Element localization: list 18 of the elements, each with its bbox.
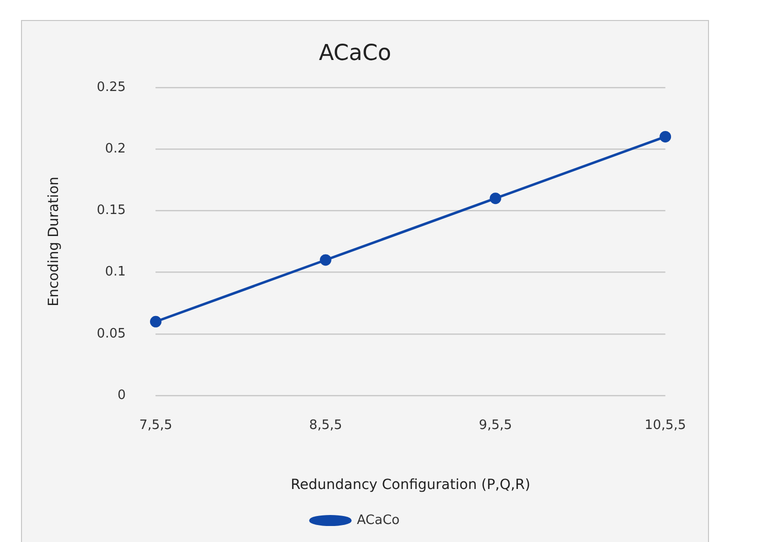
point — [320, 254, 332, 266]
x-tick-label: 7,5,5 — [139, 418, 172, 433]
y-tick-label: 0.2 — [105, 141, 126, 156]
x-tick-label: 9,5,5 — [478, 418, 512, 433]
point — [150, 316, 162, 328]
point — [660, 130, 672, 142]
y-axis-title: Encoding Duration — [46, 176, 62, 306]
x-tick-label: 10,5,5 — [644, 418, 686, 433]
y-tick-label: 0.25 — [96, 80, 126, 95]
x-axis-title: Redundancy Configuration (P,Q,R) — [290, 477, 530, 494]
y-tick-label: 0.05 — [96, 326, 126, 342]
y-tick-label: 0.1 — [105, 264, 126, 280]
point — [490, 192, 502, 204]
legend-label: ACaCo — [356, 512, 400, 528]
x-tick-label: 8,5,5 — [309, 418, 342, 433]
y-tick-label: 0 — [117, 388, 126, 403]
y-tick-label: 0.15 — [96, 203, 126, 218]
chart-title: ACaCo — [318, 40, 392, 66]
